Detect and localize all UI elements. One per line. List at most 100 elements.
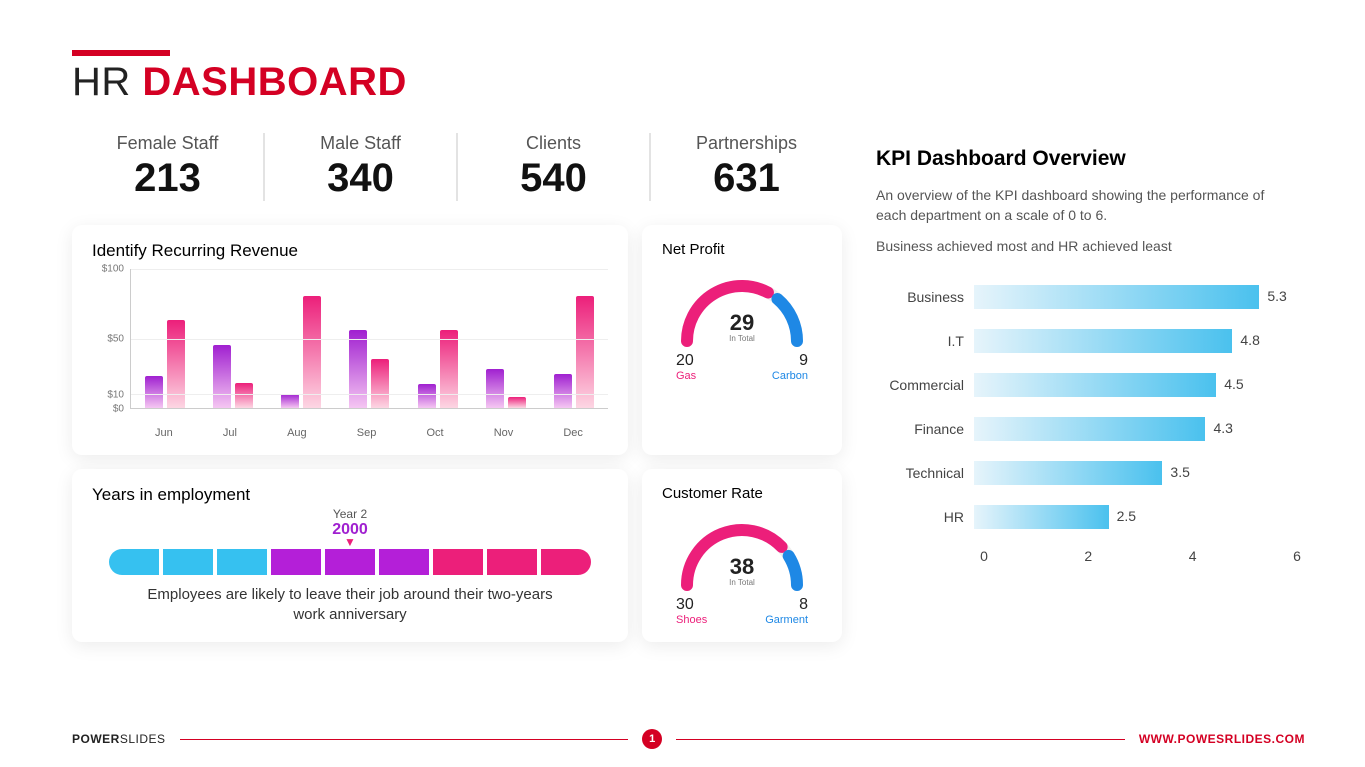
kpi-row: Commercial 4.5 bbox=[876, 372, 1297, 398]
stat-label: Partnerships bbox=[651, 133, 842, 154]
kpi-title: KPI Dashboard Overview bbox=[876, 147, 1297, 171]
kpi-bar bbox=[974, 417, 1205, 441]
stat-item: Clients540 bbox=[458, 133, 651, 201]
kpi-desc: An overview of the KPI dashboard showing… bbox=[876, 185, 1297, 226]
month-label: Jul bbox=[223, 427, 237, 439]
bar-b bbox=[576, 296, 594, 408]
gauge1-sub: In Total bbox=[729, 334, 755, 343]
year-segment bbox=[487, 549, 537, 575]
kpi-bar bbox=[974, 373, 1216, 397]
kpi-row: Technical 3.5 bbox=[876, 460, 1297, 486]
month-group bbox=[349, 330, 389, 408]
gauge1: 29 In Total bbox=[667, 266, 817, 348]
stat-item: Partnerships631 bbox=[651, 133, 842, 201]
footer: POWERSLIDES 1 WWW.POWESRLIDES.COM bbox=[72, 729, 1305, 749]
kpi-value: 4.8 bbox=[1240, 332, 1259, 348]
year-segment bbox=[271, 549, 321, 575]
title-pre: HR bbox=[72, 60, 142, 104]
month-group bbox=[281, 296, 321, 408]
stat-item: Male Staff340 bbox=[265, 133, 458, 201]
gauge2-right-val: 8 bbox=[765, 596, 808, 614]
kpi-tick: 6 bbox=[1293, 548, 1301, 564]
bar-a bbox=[349, 330, 367, 408]
footer-brand: POWERSLIDES bbox=[72, 732, 166, 746]
page-title: HR DASHBOARD bbox=[72, 60, 1305, 105]
kpi-sub: Business achieved most and HR achieved l… bbox=[876, 238, 1297, 254]
year-segment bbox=[325, 549, 375, 575]
stat-item: Female Staff213 bbox=[72, 133, 265, 201]
month-group bbox=[554, 296, 594, 408]
kpi-row: I.T 4.8 bbox=[876, 328, 1297, 354]
net-profit-card: Net Profit 29 In Total 20 Gas 9 bbox=[642, 225, 842, 455]
gauge2-title: Customer Rate bbox=[662, 485, 822, 502]
years-card: Years in employment Year 2 2000 ▼ Employ… bbox=[72, 469, 628, 642]
stat-label: Female Staff bbox=[72, 133, 263, 154]
year-segment bbox=[379, 549, 429, 575]
years-caption: Employees are likely to leave their job … bbox=[130, 585, 570, 626]
kpi-bar bbox=[974, 461, 1162, 485]
year-segment bbox=[163, 549, 213, 575]
kpi-value: 2.5 bbox=[1117, 508, 1136, 524]
kpi-value: 4.5 bbox=[1224, 376, 1243, 392]
gauge2-sub: In Total bbox=[729, 578, 755, 587]
gauge1-left-label: Gas bbox=[676, 370, 696, 382]
gauge1-right-label: Carbon bbox=[772, 370, 808, 382]
bar-b bbox=[508, 397, 526, 408]
bar-a bbox=[281, 394, 299, 408]
kpi-label: HR bbox=[876, 509, 974, 525]
kpi-value: 5.3 bbox=[1267, 288, 1286, 304]
gauge2: 38 In Total bbox=[667, 510, 817, 592]
footer-url: WWW.POWESRLIDES.COM bbox=[1139, 732, 1305, 746]
bar-b bbox=[303, 296, 321, 408]
stat-value: 540 bbox=[458, 156, 649, 201]
gauge2-left-val: 30 bbox=[676, 596, 707, 614]
kpi-panel: KPI Dashboard Overview An overview of th… bbox=[862, 133, 1305, 642]
stat-label: Clients bbox=[458, 133, 649, 154]
gauge1-left-val: 20 bbox=[676, 352, 696, 370]
bar-a bbox=[145, 376, 163, 408]
customer-rate-card: Customer Rate 38 In Total 30 Shoes bbox=[642, 469, 842, 642]
month-group bbox=[486, 369, 526, 408]
bar-b bbox=[235, 383, 253, 408]
gauge1-right-val: 9 bbox=[772, 352, 808, 370]
kpi-label: I.T bbox=[876, 333, 974, 349]
kpi-tick: 4 bbox=[1189, 548, 1197, 564]
month-group bbox=[418, 330, 458, 408]
bar-b bbox=[440, 330, 458, 408]
kpi-row: Finance4.3 bbox=[876, 416, 1297, 442]
page-number: 1 bbox=[642, 729, 662, 749]
year-segment bbox=[433, 549, 483, 575]
bar-a bbox=[486, 369, 504, 408]
bar-a bbox=[418, 384, 436, 408]
month-label: Nov bbox=[494, 427, 514, 439]
kpi-row: HR 2.5 bbox=[876, 504, 1297, 530]
year-segment bbox=[541, 549, 591, 575]
kpi-label: Technical bbox=[876, 465, 974, 481]
kpi-value: 4.3 bbox=[1213, 420, 1232, 436]
kpi-bar bbox=[974, 285, 1259, 309]
gauge1-title: Net Profit bbox=[662, 241, 822, 258]
kpi-label: Business bbox=[876, 289, 974, 305]
kpi-row: Business 5.3 bbox=[876, 284, 1297, 310]
kpi-value: 3.5 bbox=[1170, 464, 1189, 480]
kpi-bar bbox=[974, 505, 1109, 529]
years-segments bbox=[92, 549, 608, 575]
stat-label: Male Staff bbox=[265, 133, 456, 154]
stat-value: 631 bbox=[651, 156, 842, 201]
kpi-bars: Business 5.3 I.T 4.8 Commercial 4.5 Finance4.3… bbox=[876, 284, 1297, 530]
bar-a bbox=[213, 345, 231, 408]
gauge2-left-label: Shoes bbox=[676, 614, 707, 626]
kpi-tick: 0 bbox=[980, 548, 988, 564]
years-marker: Year 2 2000 ▼ bbox=[92, 507, 608, 545]
kpi-bar bbox=[974, 329, 1232, 353]
kpi-label: Commercial bbox=[876, 377, 974, 393]
stat-value: 213 bbox=[72, 156, 263, 201]
gauge1-total: 29 bbox=[729, 312, 755, 334]
month-label: Aug bbox=[287, 427, 307, 439]
kpi-tick: 2 bbox=[1084, 548, 1092, 564]
gauge2-total: 38 bbox=[729, 556, 755, 578]
kpi-xaxis: 0246 bbox=[984, 548, 1297, 572]
years-title: Years in employment bbox=[92, 485, 608, 505]
gauge2-right-label: Garment bbox=[765, 614, 808, 626]
revenue-card: Identify Recurring Revenue $100$50$10$0 … bbox=[72, 225, 628, 455]
